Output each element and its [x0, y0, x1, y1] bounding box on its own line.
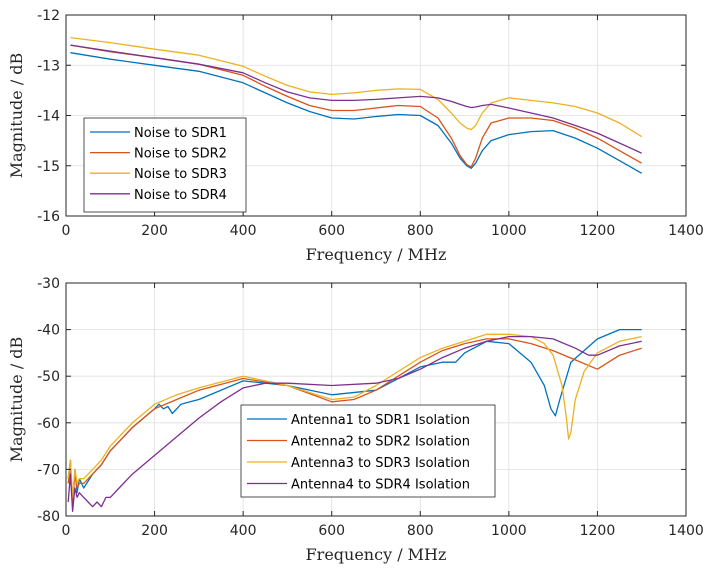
legend-entry: Antenna2 to SDR2 Isolation: [291, 435, 470, 450]
legend-entry: Antenna4 to SDR4 Isolation: [291, 478, 470, 493]
x-tick-label: 0: [62, 523, 71, 539]
y-tick-label: -12: [37, 8, 60, 24]
y-tick-label: -13: [37, 58, 60, 74]
x-tick-label: 400: [230, 523, 257, 539]
series-line-4: [70, 44, 642, 154]
legend-entry: Antenna1 to SDR1 Isolation: [291, 413, 470, 428]
y-axis-label: Magnitude / dB: [7, 337, 26, 463]
series-line-4: [67, 335, 642, 512]
legend-box: [83, 117, 247, 213]
axes-box: [65, 282, 687, 517]
x-tick-label: 1200: [580, 223, 616, 239]
series-line-3: [70, 36, 643, 138]
x-axis-label: Frequency / MHz: [306, 245, 447, 264]
y-tick-label: -14: [37, 109, 60, 125]
legend-entry: Noise to SDR3: [134, 167, 227, 182]
x-tick-label: 800: [407, 223, 434, 239]
x-tick-label: 200: [141, 223, 168, 239]
x-tick-label: 1000: [491, 223, 527, 239]
x-tick-label: 800: [407, 523, 434, 539]
legend: Noise to SDR1 Noise to SDR2 Noise to SDR3 N…: [83, 117, 247, 213]
y-tick-label: -80: [37, 509, 60, 525]
x-tick-label: 600: [318, 523, 345, 539]
y-tick-label: -50: [37, 369, 60, 385]
x-tick-label: 1200: [580, 523, 616, 539]
isolation-panel: 0 200 400 600 800 1000 1200 1400 -30 -40 -50 -60 -70…: [7, 276, 704, 564]
series-line-1: [67, 328, 642, 508]
legend-entry: Noise to SDR1: [134, 126, 227, 141]
y-tick-label: -70: [37, 462, 60, 478]
x-tick-label: 1000: [491, 523, 527, 539]
y-tick-label: -60: [37, 416, 60, 432]
series-line-1: [70, 52, 643, 174]
series-line-3: [67, 333, 642, 499]
y-axis-label: Magnitude / dB: [7, 53, 26, 179]
legend-entry: Noise to SDR4: [134, 188, 227, 203]
legend-entry: Noise to SDR2: [134, 147, 227, 162]
series-line-2: [70, 44, 643, 168]
legend-entry: Antenna3 to SDR3 Isolation: [291, 456, 470, 471]
x-tick-label: 0: [62, 223, 71, 239]
x-axis-label: Frequency / MHz: [306, 545, 447, 564]
x-tick-label: 400: [230, 223, 257, 239]
legend: Antenna1 to SDR1 Isolation Antenna2 to SD…: [240, 404, 496, 498]
x-tick-label: 200: [141, 523, 168, 539]
noise-panel: 0 200 400 600 800 1000 1200 1400 -12 -13 -14 -15 -16…: [7, 8, 704, 264]
y-tick-label: -16: [37, 209, 60, 225]
x-tick-label: 1400: [668, 223, 704, 239]
y-tick-label: -40: [37, 323, 60, 339]
legend-box: [240, 404, 496, 498]
y-tick-label: -15: [37, 159, 60, 175]
y-tick-label: -30: [37, 276, 60, 292]
x-tick-label: 1400: [668, 523, 704, 539]
x-tick-label: 600: [318, 223, 345, 239]
